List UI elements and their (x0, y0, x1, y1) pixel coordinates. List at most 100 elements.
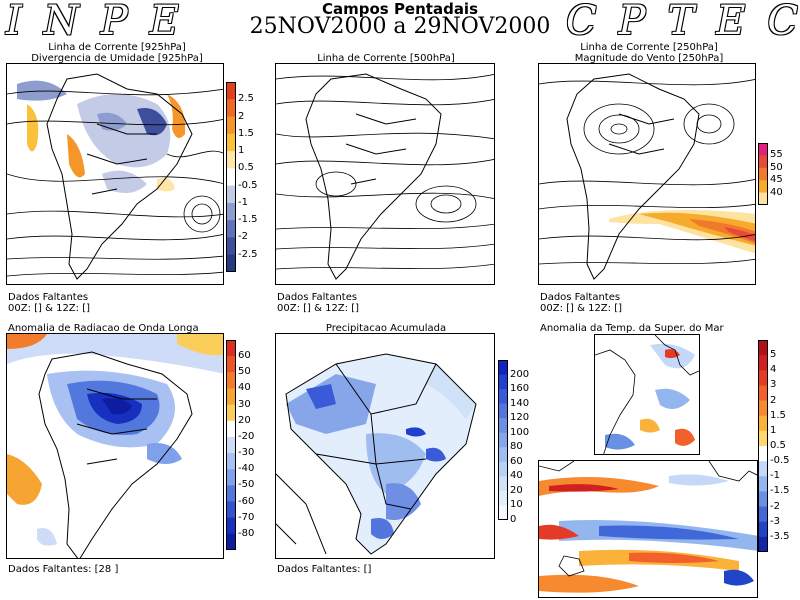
p5-colorbar-tick: 40 (510, 470, 523, 482)
p5-colorbar-segment (498, 374, 508, 390)
p5-colorbar-segment (498, 447, 508, 463)
p3-missing-label: Dados Faltantes (540, 292, 621, 303)
p6-colorbar-segment (758, 536, 768, 553)
p4-colorbar-segment (226, 533, 236, 551)
p1-colorbar-segment (226, 202, 236, 221)
p5-colorbar-tick: 60 (510, 455, 523, 467)
p6-title-1: Anomalia da Temp. da Super. do Mar (540, 323, 724, 334)
p5-brazil-outline (276, 353, 477, 555)
p5-colorbar-tick: 120 (510, 412, 530, 424)
p1-streamlines (7, 88, 223, 277)
p1-colorbar-tick: -1.5 (238, 214, 258, 226)
p4-colorbar-segment (226, 453, 236, 470)
p4-colorbar-segment (226, 436, 236, 454)
p1-colorbar-tick: -2.5 (238, 248, 258, 260)
p6-colorbar-tick: -3.5 (770, 530, 790, 542)
p5-colorbar (498, 360, 508, 521)
p1-colorbar-tick: 2.5 (238, 93, 254, 105)
p2-streamlines (276, 73, 494, 270)
p3-colorbar-segment (758, 155, 768, 169)
p6-colorbar-frame (758, 340, 768, 552)
p1-colorbar-segment (226, 151, 236, 169)
p1-colorbar-tick: -0.5 (238, 179, 258, 191)
p6-colorbar-tick: 4 (770, 364, 777, 376)
p5-missing-label: Dados Faltantes: [] (277, 564, 372, 575)
p2-title-1: Linha de Corrente [500hPa] (317, 53, 455, 64)
p4-colorbar-segment (226, 420, 236, 438)
p1-colorbar-tick: 2 (238, 110, 245, 122)
page-date-range: 25NOV2000 a 29NOV2000 (249, 14, 551, 39)
p4-title-1: Anomalia de Radiacao de Onda Longa (8, 323, 199, 334)
cptec-watermark: CPTEC (566, 0, 800, 44)
p1-colorbar (226, 82, 236, 273)
p6-colorbar-tick: -2 (770, 500, 780, 512)
p4-colorbar-tick: 30 (238, 398, 251, 410)
p3-colorbar-tick: 40 (770, 186, 783, 198)
p6-colorbar-segment (758, 415, 768, 432)
p4-colorbar-tick: -60 (238, 495, 255, 507)
p4-colorbar-tick: 20 (238, 414, 251, 426)
p1-missing-label: Dados Faltantes (8, 292, 89, 303)
p5-colorbar-segment (498, 418, 508, 434)
p3-colorbar-tick: 55 (770, 149, 783, 161)
p3-map (538, 63, 756, 285)
p6-colorbar-segment (758, 476, 768, 492)
p6-colorbar-segment (758, 506, 768, 523)
p3-colorbar-tick: 45 (770, 174, 783, 186)
inpe-watermark: INPE (6, 0, 201, 44)
p5-colorbar-segment (498, 403, 508, 419)
p1-colorbar-segment (226, 116, 236, 135)
p1-colorbar-tick: 1.5 (238, 127, 254, 139)
p6-colorbar-segment (758, 521, 768, 538)
p4-colorbar-tick: -20 (238, 430, 255, 442)
p4-colorbar-tick: -50 (238, 479, 255, 491)
p6-pacific-coastline (539, 461, 757, 577)
p5-colorbar-tick: 140 (510, 397, 530, 409)
p3-colorbar-segment (758, 192, 768, 206)
p5-colorbar-segment (498, 505, 508, 521)
p1-colorbar-tick: -2 (238, 231, 248, 243)
p4-colorbar-segment (226, 356, 236, 373)
p4-colorbar-tick: 60 (238, 350, 251, 362)
p4-colorbar-tick: -70 (238, 511, 255, 523)
p1-colorbar-segment (226, 185, 236, 204)
p3-streamlines (539, 78, 755, 265)
p1-colorbar-frame (226, 82, 236, 272)
p5-map (275, 333, 495, 559)
p2-south-america-outline (305, 73, 442, 280)
p3-colorbar-segment (758, 180, 768, 194)
p1-missing-times: 00Z: [] & 12Z: [] (8, 303, 91, 314)
p5-colorbar-tick: 200 (510, 368, 530, 380)
p5-colorbar-segment (498, 476, 508, 492)
p6-colorbar-segment (758, 400, 768, 417)
p5-colorbar-tick: 80 (510, 441, 523, 453)
p1-colorbar-segment (226, 168, 236, 187)
p6-colorbar-segment (758, 461, 768, 477)
p6-colorbar-segment (758, 340, 768, 356)
p4-colorbar-frame (226, 340, 236, 550)
p1-colorbar-segment (226, 82, 236, 100)
p6-colorbar-tick: 2 (770, 394, 777, 406)
p6-colorbar-tick: -1.5 (770, 485, 790, 497)
p6-colorbar-segment (758, 430, 768, 447)
p3-title-1: Linha de Corrente [250hPa] (580, 42, 718, 53)
p4-colorbar-tick: 40 (238, 382, 251, 394)
p4-colorbar-segment (226, 469, 236, 486)
p4-colorbar-tick: -40 (238, 463, 255, 475)
p6-colorbar-tick: -0.5 (770, 455, 790, 467)
p4-colorbar-segment (226, 485, 236, 503)
p3-colorbar-tick: 50 (770, 161, 783, 173)
p1-colorbar-segment (226, 133, 236, 152)
p1-title-1: Linha de Corrente [925hPa] (48, 42, 186, 53)
p5-colorbar-tick: 100 (510, 426, 530, 438)
p5-colorbar-tick: 160 (510, 383, 530, 395)
p6-colorbar-tick: -3 (770, 515, 780, 527)
p4-colorbar-segment (226, 404, 236, 422)
p4-colorbar-tick: 50 (238, 366, 251, 378)
p6-colorbar-segment (758, 385, 768, 402)
p1-colorbar-tick: 1 (238, 145, 245, 157)
p4-south-america-outline (38, 351, 193, 558)
p3-title-2: Magnitude do Vento [250hPa] (574, 53, 724, 64)
p3-colorbar-segment (758, 143, 768, 156)
p1-colorbar-tick: 0.5 (238, 162, 254, 174)
